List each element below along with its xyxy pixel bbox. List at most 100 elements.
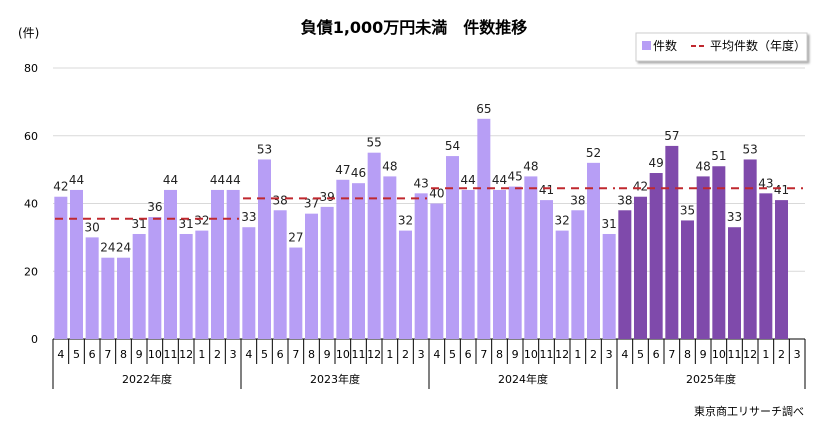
x-tick-label: 8 (308, 348, 315, 361)
data-label: 32 (398, 214, 413, 228)
data-label: 42 (53, 180, 68, 194)
x-tick-label: 2 (214, 348, 221, 361)
group-label: 2024年度 (498, 372, 548, 386)
x-tick-label: 7 (292, 348, 299, 361)
bar (665, 145, 679, 339)
bar (649, 173, 663, 339)
bar (54, 196, 68, 339)
bar (681, 220, 694, 339)
data-label: 24 (100, 241, 115, 255)
data-label: 24 (116, 241, 131, 255)
bar (179, 233, 193, 339)
data-label: 43 (758, 176, 773, 190)
bar (117, 257, 130, 339)
x-tick-label: 1 (574, 348, 581, 361)
data-label: 27 (288, 231, 303, 245)
data-label: 46 (351, 166, 366, 180)
data-label: 32 (555, 214, 570, 228)
data-label: 44 (69, 173, 84, 187)
data-label: 44 (163, 173, 178, 187)
bar (258, 159, 271, 339)
data-label: 45 (508, 170, 523, 184)
data-label: 65 (476, 102, 491, 116)
chart-title: 負債1,000万円未満 件数推移 (301, 18, 528, 37)
data-label: 44 (492, 173, 507, 187)
x-tick-label: 8 (684, 348, 691, 361)
x-tick-label: 3 (606, 348, 613, 361)
group-label: 2025年度 (686, 372, 736, 386)
data-label: 48 (523, 159, 538, 173)
data-label: 37 (304, 197, 319, 211)
data-label: 33 (241, 210, 256, 224)
data-label: 31 (179, 217, 194, 231)
x-tick-label: 5 (261, 348, 268, 361)
x-tick-label: 2 (402, 348, 409, 361)
bar (320, 206, 334, 339)
x-tick-label: 12 (743, 348, 757, 361)
x-tick-label: 1 (198, 348, 205, 361)
x-tick-label: 11 (728, 348, 742, 361)
y-tick-label: 60 (24, 130, 38, 143)
x-tick-label: 10 (712, 348, 726, 361)
bar (383, 176, 397, 339)
bar (414, 193, 428, 339)
bar (446, 156, 459, 339)
data-label: 42 (633, 180, 648, 194)
x-tick-label: 8 (120, 348, 127, 361)
data-label: 57 (664, 129, 679, 143)
y-tick-label: 0 (31, 333, 38, 346)
x-tick-label: 8 (496, 348, 503, 361)
x-tick-label: 10 (148, 348, 162, 361)
data-label: 38 (570, 193, 585, 207)
bar (289, 247, 303, 339)
x-tick-label: 6 (277, 348, 284, 361)
bar (430, 203, 444, 339)
data-label: 52 (586, 146, 601, 160)
bar (273, 210, 287, 339)
legend-bar-swatch (642, 41, 651, 50)
data-label: 38 (273, 193, 288, 207)
data-label: 53 (257, 142, 272, 156)
x-tick-label: 3 (230, 348, 237, 361)
legend-line-label: 平均件数（年度） (710, 38, 806, 53)
bar (477, 118, 491, 339)
x-tick-label: 2 (590, 348, 597, 361)
legend-box (635, 32, 808, 62)
data-label: 32 (194, 214, 209, 228)
x-tick-label: 5 (73, 348, 80, 361)
bar (571, 210, 585, 339)
x-tick-label: 5 (449, 348, 456, 361)
y-tick-label: 40 (24, 198, 38, 211)
data-label: 41 (774, 183, 789, 197)
bar (618, 210, 632, 339)
x-tick-label: 6 (465, 348, 472, 361)
x-tick-label: 12 (555, 348, 569, 361)
x-tick-label: 1 (762, 348, 769, 361)
x-tick-label: 5 (637, 348, 644, 361)
bar (634, 196, 647, 339)
x-tick-label: 11 (352, 348, 366, 361)
x-tick-label: 1 (386, 348, 393, 361)
data-label: 44 (226, 173, 241, 187)
x-tick-label: 11 (540, 348, 554, 361)
bar (85, 237, 99, 339)
bar (352, 183, 365, 339)
bar (555, 230, 569, 339)
x-tick-label: 10 (336, 348, 350, 361)
x-tick-label: 9 (324, 348, 331, 361)
bar (728, 227, 741, 339)
y-tick-label: 80 (24, 62, 38, 75)
data-label: 30 (85, 220, 100, 234)
bar (759, 193, 773, 339)
bar (148, 217, 162, 339)
data-label: 39 (320, 190, 335, 204)
data-label: 48 (696, 159, 711, 173)
data-label: 51 (711, 149, 726, 163)
group-label: 2023年度 (310, 372, 360, 386)
bar (164, 189, 177, 339)
x-tick-label: 4 (433, 348, 440, 361)
bar (461, 189, 475, 339)
y-tick-label: 20 (24, 265, 38, 278)
